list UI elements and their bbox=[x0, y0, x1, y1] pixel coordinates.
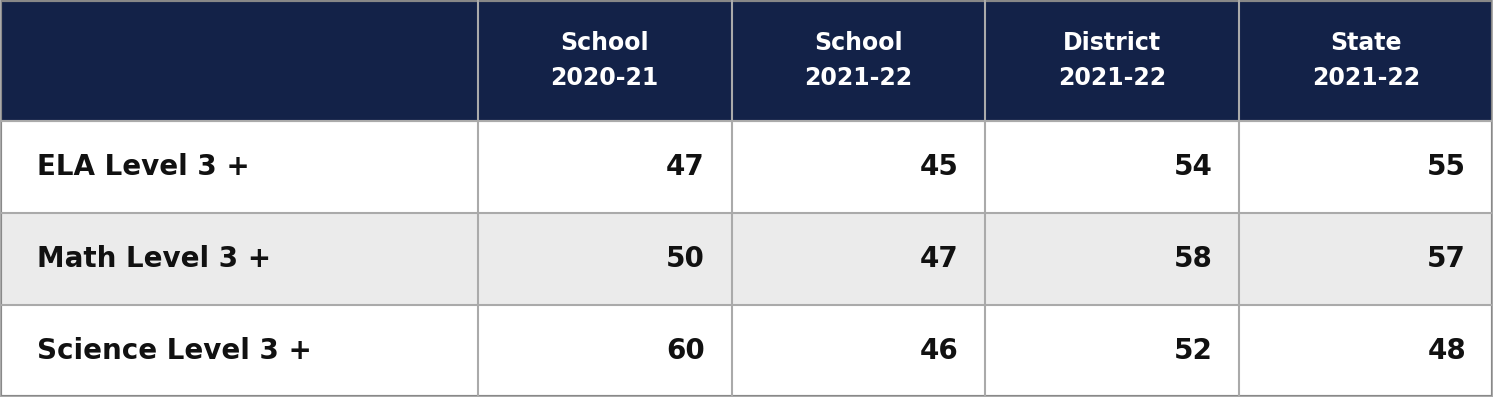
Text: 47: 47 bbox=[920, 245, 959, 273]
Bar bbox=[985, 121, 1239, 213]
Bar bbox=[1239, 121, 1493, 213]
Bar bbox=[1239, 213, 1493, 305]
Text: 50: 50 bbox=[666, 245, 705, 273]
Text: State
2021-22: State 2021-22 bbox=[1312, 31, 1420, 90]
Text: Math Level 3 +: Math Level 3 + bbox=[37, 245, 272, 273]
Bar bbox=[478, 213, 732, 305]
Text: 47: 47 bbox=[666, 153, 705, 181]
Bar bbox=[732, 121, 985, 213]
Text: School
2021-22: School 2021-22 bbox=[805, 31, 912, 90]
Text: 58: 58 bbox=[1173, 245, 1212, 273]
Text: 55: 55 bbox=[1427, 153, 1466, 181]
Text: 45: 45 bbox=[920, 153, 959, 181]
Text: 60: 60 bbox=[666, 337, 705, 365]
Text: 48: 48 bbox=[1427, 337, 1466, 365]
Bar bbox=[0, 121, 478, 213]
Bar bbox=[985, 213, 1239, 305]
Bar bbox=[732, 305, 985, 397]
Bar bbox=[0, 305, 478, 397]
Bar bbox=[1239, 0, 1493, 121]
Bar bbox=[985, 0, 1239, 121]
Bar bbox=[478, 305, 732, 397]
Text: Science Level 3 +: Science Level 3 + bbox=[37, 337, 312, 365]
Text: 46: 46 bbox=[920, 337, 959, 365]
Bar bbox=[732, 213, 985, 305]
Text: School
2020-21: School 2020-21 bbox=[551, 31, 658, 90]
Bar bbox=[732, 0, 985, 121]
Text: ELA Level 3 +: ELA Level 3 + bbox=[37, 153, 249, 181]
Bar bbox=[0, 213, 478, 305]
Bar bbox=[478, 121, 732, 213]
Bar bbox=[985, 305, 1239, 397]
Text: 52: 52 bbox=[1173, 337, 1212, 365]
Bar bbox=[0, 0, 478, 121]
Text: District
2021-22: District 2021-22 bbox=[1059, 31, 1166, 90]
Bar bbox=[1239, 305, 1493, 397]
Bar bbox=[478, 0, 732, 121]
Text: 54: 54 bbox=[1173, 153, 1212, 181]
Text: 57: 57 bbox=[1427, 245, 1466, 273]
